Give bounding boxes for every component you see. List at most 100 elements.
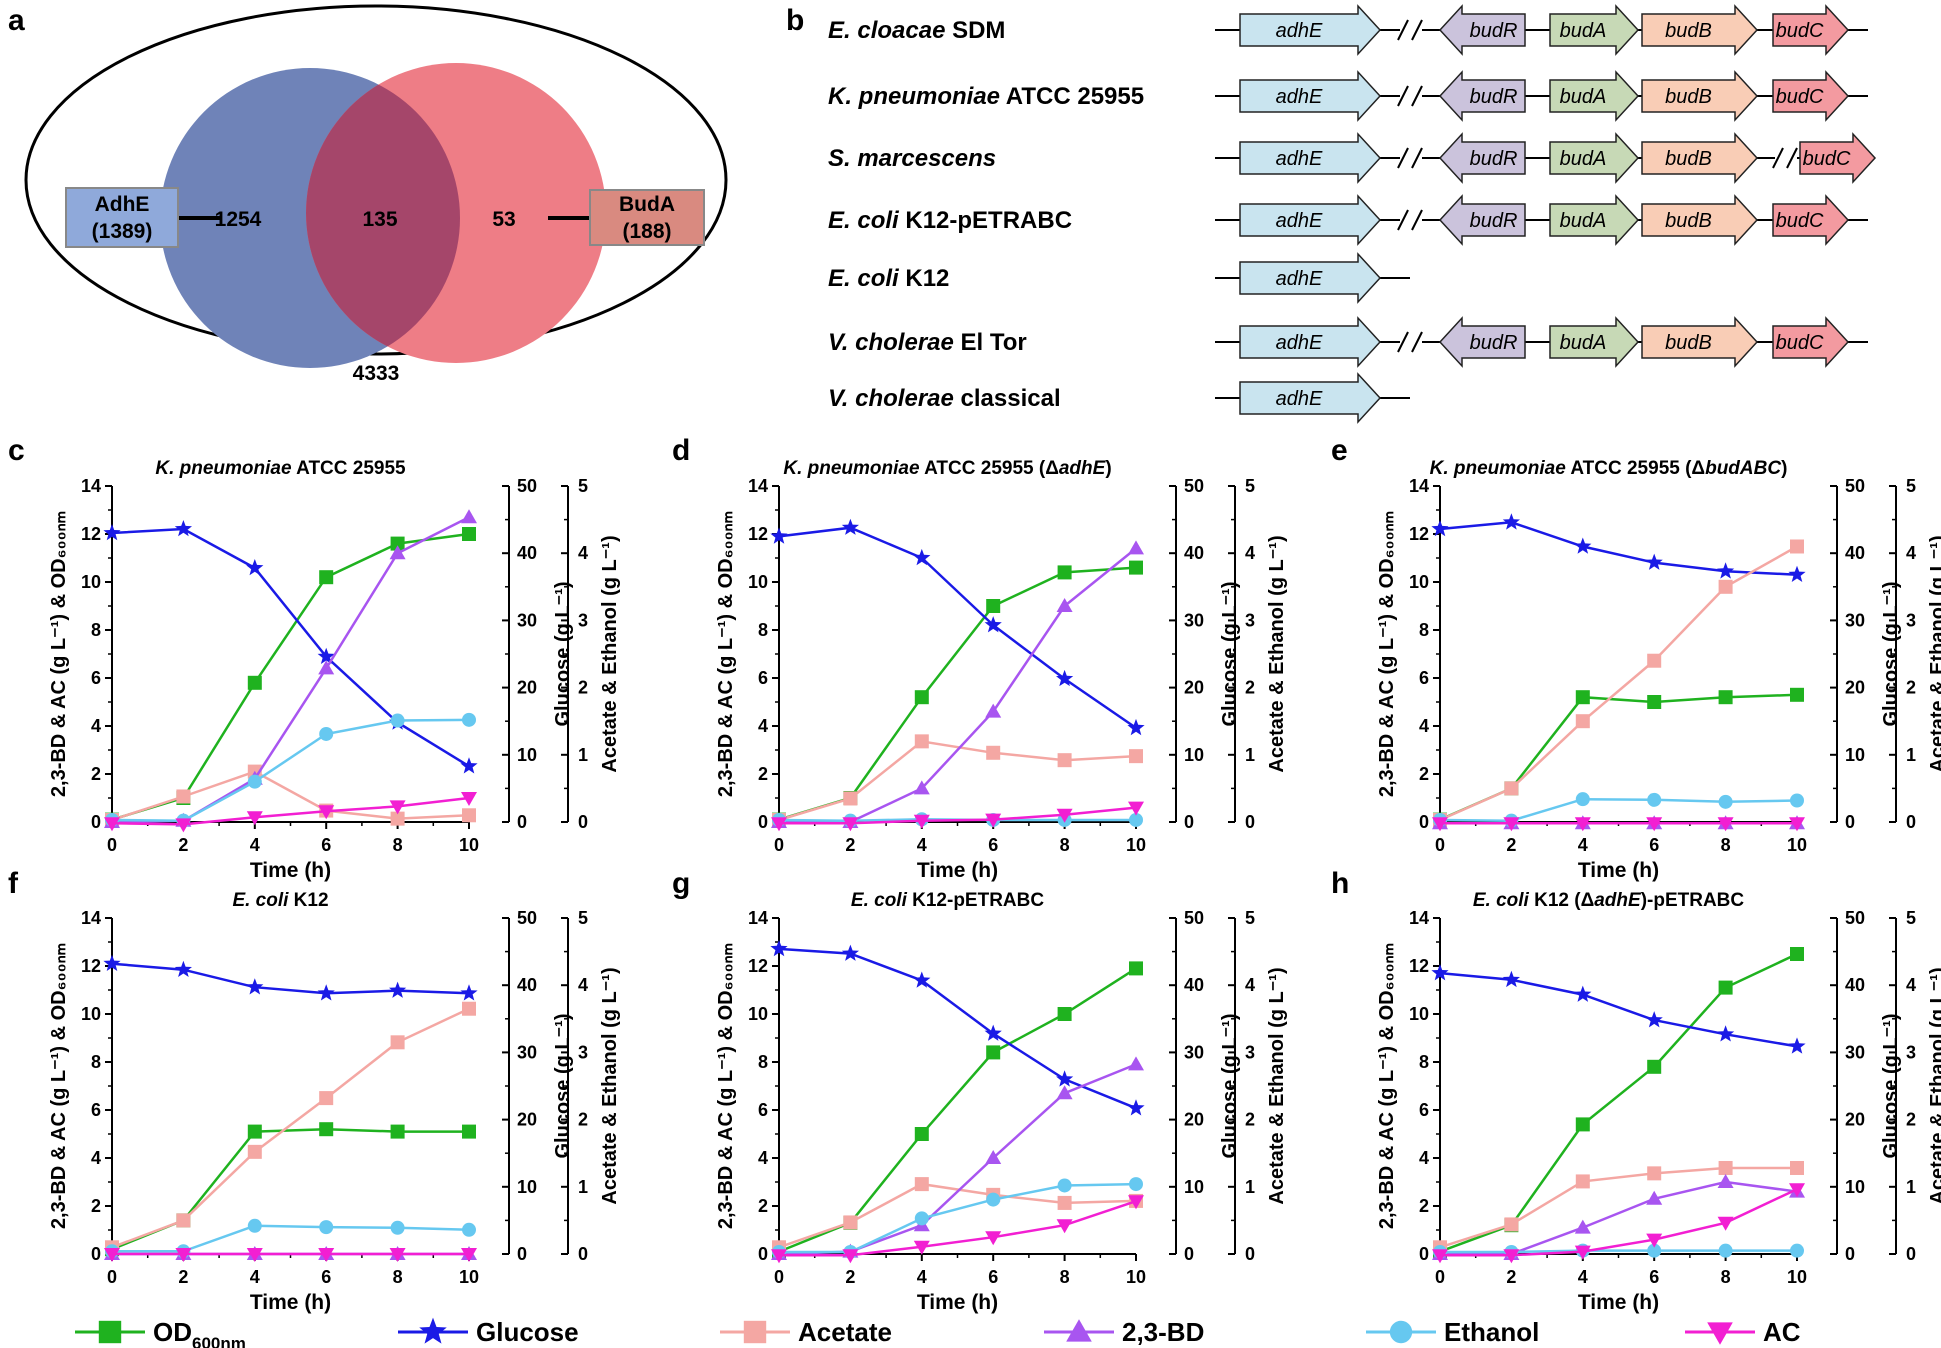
left-y-axis-label: 2,3-BD & AC (g L⁻¹) & OD₆₀₀ₙₘ bbox=[48, 511, 70, 797]
data-point-od bbox=[462, 527, 476, 541]
legend-marker-group bbox=[743, 1320, 767, 1344]
data-point-ethanol bbox=[390, 1220, 405, 1235]
data-point-glucose bbox=[1056, 1070, 1074, 1087]
data-point-ac bbox=[842, 1249, 859, 1264]
glucose-y-tick-label: 50 bbox=[1184, 908, 1204, 928]
data-point-ac bbox=[1432, 1249, 1448, 1264]
organism-label: S. marcescens bbox=[828, 145, 996, 172]
panel-letter-h: h bbox=[1331, 867, 1349, 900]
data-point-od bbox=[1718, 690, 1733, 705]
data-point-glucose bbox=[1717, 1025, 1735, 1042]
legend-marker-group bbox=[1389, 1320, 1413, 1344]
gene-break-mark bbox=[1397, 19, 1409, 41]
glucose-y-tick-label: 10 bbox=[1845, 1177, 1865, 1197]
legend-label-acetate: Acetate bbox=[798, 1317, 892, 1347]
organism-label: K. pneumoniae ATCC 25955 bbox=[828, 83, 1144, 110]
gene-arrow-adhE bbox=[1239, 252, 1382, 304]
gene-break-gap bbox=[1400, 204, 1422, 236]
chart-title-text: K12 bbox=[288, 890, 328, 911]
right-y-tick-label: 2 bbox=[1906, 678, 1916, 698]
data-point-glucose bbox=[1127, 718, 1145, 736]
data-point-ac bbox=[1056, 808, 1073, 823]
organism-label: V. cholerae El Tor bbox=[828, 329, 1027, 356]
data-point-glucose bbox=[317, 984, 335, 1001]
data-point-acetate bbox=[1647, 653, 1662, 668]
gene-arrow-budC bbox=[1772, 70, 1850, 122]
data-point-glucose bbox=[246, 559, 264, 576]
data-point-bd bbox=[318, 660, 335, 675]
x-tick-label: 4 bbox=[250, 835, 260, 855]
gene-arrow-budB bbox=[1641, 70, 1759, 122]
left-y-axis-label: 2,3-BD & AC (g L⁻¹) & OD₆₀₀ₙₘ bbox=[1376, 511, 1398, 797]
series-line-bd bbox=[1440, 1180, 1798, 1256]
gene-arrow-budR bbox=[1438, 132, 1526, 184]
left-y-tick-label: 0 bbox=[1419, 1244, 1429, 1264]
gene-label-budR: budR bbox=[1470, 148, 1518, 170]
organism-strain: classical bbox=[954, 385, 1061, 412]
x-tick-label: 8 bbox=[393, 1267, 403, 1287]
data-point-bd bbox=[1646, 1190, 1663, 1205]
glucose-y-tick-label: 40 bbox=[1845, 543, 1865, 563]
data-point-glucose bbox=[770, 527, 788, 544]
chart-title-italic: E. coli bbox=[851, 890, 908, 911]
data-point-od bbox=[1057, 565, 1072, 580]
glucose-y-tick-label: 20 bbox=[1184, 1110, 1204, 1130]
glucose-y-tick-label: 40 bbox=[517, 975, 537, 995]
left-y-tick-label: 4 bbox=[91, 1148, 101, 1168]
gene-break-gap bbox=[1400, 80, 1422, 112]
right-y-tick-label: 4 bbox=[578, 975, 588, 995]
data-point-ac bbox=[1432, 817, 1448, 832]
right-y-tick-label: 1 bbox=[578, 745, 588, 765]
x-tick-label: 6 bbox=[321, 835, 331, 855]
data-point-acetate bbox=[843, 791, 858, 806]
data-point-od bbox=[1057, 1007, 1072, 1021]
data-point-acetate bbox=[1718, 579, 1733, 594]
x-tick-label: 0 bbox=[1435, 835, 1445, 855]
right-y-tick-label: 5 bbox=[1906, 476, 1916, 496]
data-point-bd bbox=[1717, 1174, 1734, 1188]
chart-title: E. coli K12 (ΔadhE)-pETRABC bbox=[1473, 890, 1745, 911]
data-point-ethanol bbox=[247, 1218, 262, 1233]
x-axis-label: Time (h) bbox=[917, 1291, 998, 1314]
gene-label-budB: budB bbox=[1665, 86, 1712, 108]
data-point-ethanol bbox=[462, 712, 476, 727]
data-point-acetate bbox=[462, 1001, 476, 1016]
data-point-ac bbox=[318, 1248, 335, 1262]
glucose-y-tick-label: 30 bbox=[1184, 1042, 1204, 1062]
gene-label-budR: budR bbox=[1470, 86, 1518, 108]
venn-overlap-count: 135 bbox=[362, 208, 397, 231]
series-line-glucose bbox=[111, 527, 470, 768]
data-point-ac bbox=[1789, 817, 1805, 832]
legend-marker-group bbox=[1066, 1319, 1092, 1342]
gene-arrow-budC bbox=[1772, 4, 1850, 56]
glucose-y-tick-label: 50 bbox=[517, 908, 537, 928]
data-point-glucose bbox=[1431, 964, 1449, 981]
legend-marker-ethanol bbox=[1389, 1320, 1413, 1344]
data-point-ac bbox=[104, 1248, 120, 1262]
right-y-tick-label: 2 bbox=[1906, 1110, 1916, 1130]
x-tick-label: 0 bbox=[1435, 1267, 1445, 1287]
data-point-ac bbox=[913, 814, 930, 829]
x-tick-label: 8 bbox=[393, 835, 403, 855]
series-line-ethanol bbox=[779, 1182, 1137, 1254]
series-line-ethanol bbox=[112, 1224, 470, 1253]
gene-arrow-budC bbox=[1772, 194, 1850, 246]
right-y-tick-label: 2 bbox=[1245, 1110, 1255, 1130]
x-axis-label: Time (h) bbox=[250, 859, 331, 882]
venn-universe-ellipse bbox=[24, 4, 728, 356]
gene-break-gap bbox=[1775, 142, 1797, 174]
glucose-y-axis-label: Glucose (g L⁻¹) bbox=[1219, 582, 1241, 727]
data-point-ethanol bbox=[247, 774, 262, 789]
chart-title-text: K12-pETRABC bbox=[907, 890, 1045, 911]
data-point-acetate bbox=[1129, 749, 1143, 764]
data-point-od bbox=[1575, 1117, 1590, 1132]
x-tick-label: 6 bbox=[1649, 1267, 1659, 1287]
glucose-y-tick-label: 30 bbox=[1184, 610, 1204, 630]
data-point-ac bbox=[461, 1248, 477, 1262]
left-y-tick-label: 4 bbox=[758, 716, 768, 736]
left-y-tick-label: 6 bbox=[91, 668, 101, 688]
x-axis-label: Time (h) bbox=[250, 1291, 331, 1314]
glucose-y-tick-label: 10 bbox=[1184, 745, 1204, 765]
gene-break-mark bbox=[1411, 147, 1423, 169]
